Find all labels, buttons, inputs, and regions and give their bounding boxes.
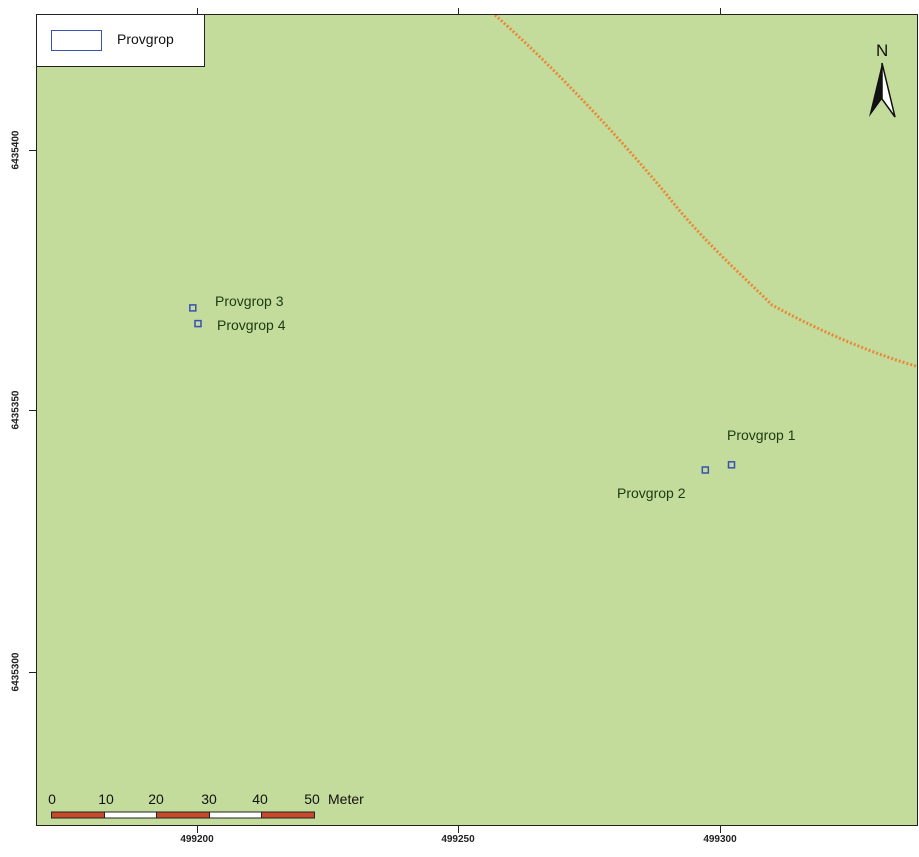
scale-label: 30 [201,791,217,807]
y-tick [29,150,36,151]
scale-label: 50 [304,791,320,807]
scale-bar-labels: 0 10 20 30 40 50 Meter [37,791,437,809]
scale-bar [51,811,315,819]
x-tick-top [720,8,721,15]
y-tick-label: 6435400 [10,130,22,170]
scale-unit: Meter [328,791,364,807]
map-canvas [189,15,917,474]
scale-label: 20 [148,791,164,807]
label-provgrop-1: Provgrop 1 [727,427,796,443]
x-tick-label: 499200 [180,834,214,845]
sample-pits [189,304,736,474]
label-provgrop-2: Provgrop 2 [617,485,686,501]
x-tick-label: 499300 [703,834,737,845]
legend-swatch [51,30,102,51]
map-frame[interactable]: Provgrop Provgrop 1 Provgrop 2 Provgrop … [36,14,918,826]
scale-label: 0 [48,791,56,807]
legend-label: Provgrop [117,31,174,47]
north-arrow-icon [869,62,896,118]
label-provgrop-4: Provgrop 4 [217,317,286,333]
x-tick-label: 499250 [441,834,475,845]
x-tick-bottom [720,826,721,833]
scale-label: 40 [252,791,268,807]
x-tick-top [458,8,459,15]
scale-label: 10 [98,791,114,807]
label-provgrop-3: Provgrop 3 [215,293,284,309]
x-tick-top [197,8,198,15]
sample-pit-marker[interactable] [727,461,736,469]
y-tick-label: 6435350 [10,390,22,430]
sample-pit-marker[interactable] [701,466,710,474]
sample-pit-marker[interactable] [194,319,202,328]
legend: Provgrop [37,15,205,67]
road-line [494,15,917,368]
y-tick [29,672,36,673]
north-letter: N [876,41,889,60]
x-tick-bottom [197,826,198,833]
x-tick-bottom [458,826,459,833]
y-tick [29,410,36,411]
y-tick-label: 6435300 [10,652,22,692]
sample-pit-marker[interactable] [189,304,197,312]
